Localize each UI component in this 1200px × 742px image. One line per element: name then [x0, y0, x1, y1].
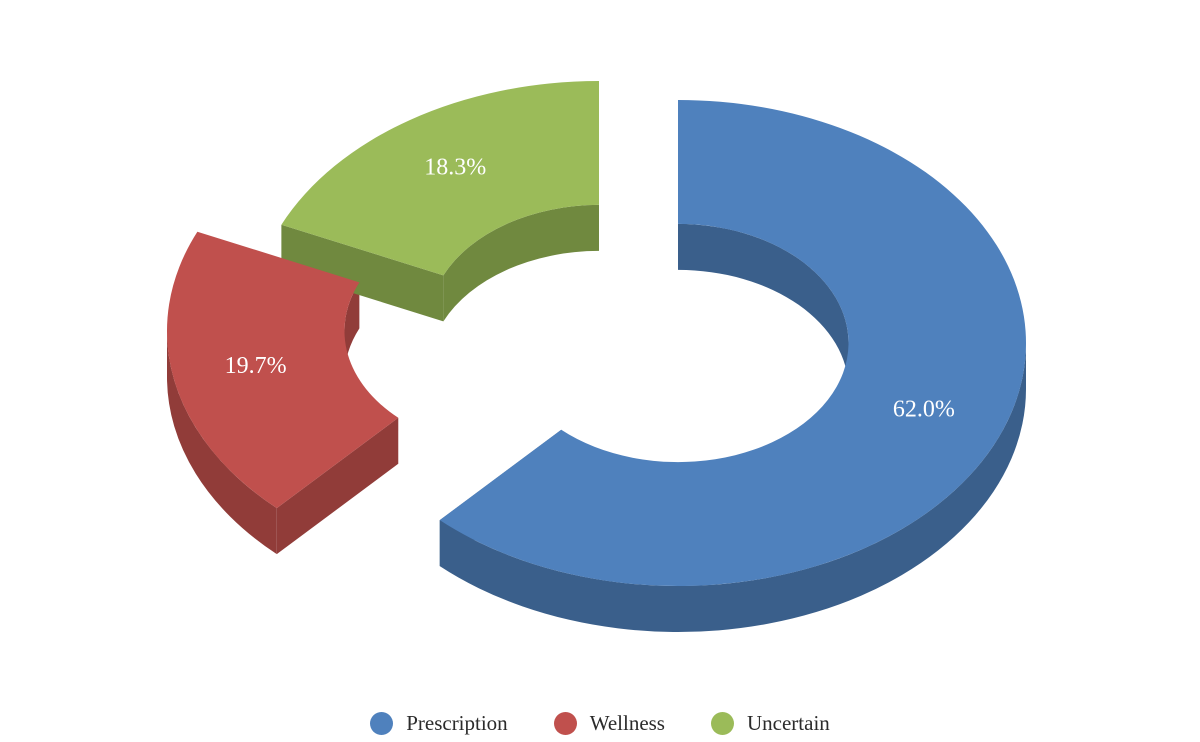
legend-marker-wellness [553, 712, 577, 735]
legend-label-wellness: Wellness [589, 711, 665, 735]
slice-value-label-uncertain: 18.3% [424, 155, 486, 181]
slice-value-label-wellness: 19.7% [225, 353, 287, 379]
pie-slice-wellness[interactable] [166, 231, 399, 509]
slice-value-label-prescription: 62.0% [893, 396, 955, 422]
slice-cut-face-uncertain [281, 224, 444, 322]
slice-outer-wall-wellness [167, 331, 277, 555]
legend-marker-prescription [370, 712, 394, 735]
legend-label-uncertain: Uncertain [746, 711, 830, 735]
pie-slice-uncertain[interactable] [281, 80, 599, 276]
slice-inner-wall-prescription [678, 223, 849, 389]
chart-legend: Prescription Wellness Uncertain [0, 712, 1200, 735]
legend-item-prescription[interactable]: Prescription [370, 711, 508, 735]
legend-label-prescription: Prescription [406, 711, 508, 735]
pie-slice-prescription[interactable] [439, 99, 1027, 586]
slice-outer-wall-prescription [439, 343, 1026, 632]
slice-cut-face-wellness [276, 417, 399, 555]
legend-item-wellness[interactable]: Wellness [553, 711, 665, 735]
legend-marker-uncertain [710, 712, 734, 735]
slice-inner-wall-wellness [344, 282, 360, 377]
legend-item-uncertain[interactable]: Uncertain [710, 711, 830, 735]
slice-inner-wall-uncertain [443, 204, 599, 322]
